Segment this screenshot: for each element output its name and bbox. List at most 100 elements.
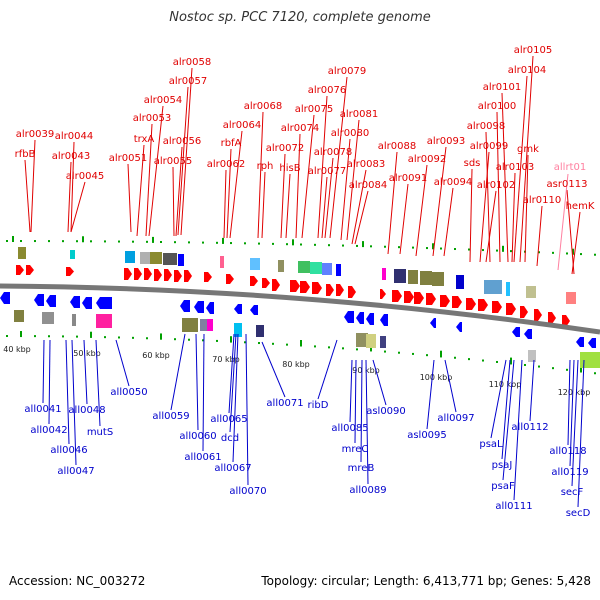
forward-gene-arrow[interactable] bbox=[250, 276, 258, 286]
gene-label-bottom[interactable]: mreC bbox=[342, 444, 369, 455]
gene-label-top[interactable]: hisB bbox=[279, 163, 300, 174]
reverse-gene-arrow[interactable] bbox=[430, 318, 436, 328]
gene-label-bottom[interactable]: all0060 bbox=[179, 431, 216, 442]
forward-gene-arrow[interactable] bbox=[262, 278, 270, 288]
gene-label-bottom[interactable]: all0041 bbox=[24, 404, 61, 415]
gene-label-bottom[interactable]: all0097 bbox=[437, 413, 474, 424]
gene-label-top[interactable]: alr0043 bbox=[52, 151, 90, 162]
gene-label-bottom[interactable]: mreB bbox=[348, 463, 375, 474]
forward-gene-arrow[interactable] bbox=[336, 284, 344, 296]
forward-gene-arrow[interactable] bbox=[520, 306, 528, 318]
forward-gene-arrow[interactable] bbox=[66, 267, 74, 276]
gene-label-top[interactable]: alr0105 bbox=[514, 45, 552, 56]
forward-gene-arrow[interactable] bbox=[404, 291, 414, 303]
gene-label-top[interactable]: alr0098 bbox=[467, 121, 505, 132]
forward-gene-arrow[interactable] bbox=[452, 296, 462, 308]
gene-label-bottom[interactable]: secF bbox=[561, 487, 584, 498]
gene-label-top[interactable]: alr0058 bbox=[173, 57, 211, 68]
gene-label-bottom[interactable]: psaJ bbox=[492, 460, 513, 471]
gene-label-top[interactable]: alr0094 bbox=[434, 177, 472, 188]
gene-label-top[interactable]: alr0078 bbox=[314, 147, 352, 158]
reverse-gene-arrow[interactable] bbox=[206, 302, 214, 314]
forward-gene-arrow[interactable] bbox=[272, 279, 280, 291]
reverse-gene-arrow[interactable] bbox=[344, 311, 354, 323]
reverse-gene-arrow[interactable] bbox=[0, 292, 10, 304]
gene-label-bottom[interactable]: all0118 bbox=[549, 446, 586, 457]
gene-label-top[interactable]: rph bbox=[257, 161, 274, 172]
gene-label-top[interactable]: alr0080 bbox=[331, 128, 369, 139]
forward-gene-arrow[interactable] bbox=[174, 270, 182, 282]
gene-label-top[interactable]: alr0054 bbox=[144, 95, 182, 106]
forward-gene-arrow[interactable] bbox=[466, 298, 476, 310]
gene-label-bottom[interactable]: all0042 bbox=[30, 425, 67, 436]
forward-gene-arrow[interactable] bbox=[26, 265, 34, 275]
gene-label-top[interactable]: alr0088 bbox=[378, 141, 416, 152]
gene-label-top[interactable]: alr0039 bbox=[16, 129, 54, 140]
gene-label-top[interactable]: alr0093 bbox=[427, 136, 465, 147]
forward-gene-arrow[interactable] bbox=[326, 284, 334, 296]
gene-label-top[interactable]: alr0074 bbox=[281, 123, 319, 134]
gene-label-bottom[interactable]: asl0095 bbox=[407, 430, 447, 441]
gene-label-top[interactable]: alr0045 bbox=[66, 171, 104, 182]
gene-label-top[interactable]: alr0068 bbox=[244, 101, 282, 112]
gene-label-top[interactable]: alr0083 bbox=[347, 159, 385, 170]
forward-gene-arrow[interactable] bbox=[184, 270, 192, 282]
gene-label-bottom[interactable]: all0059 bbox=[152, 411, 189, 422]
forward-gene-arrow[interactable] bbox=[392, 290, 402, 302]
gene-label-bottom[interactable]: all0112 bbox=[511, 422, 548, 433]
gene-label-bottom[interactable]: secD bbox=[566, 508, 591, 519]
gene-label-top[interactable]: alr0053 bbox=[133, 113, 171, 124]
gene-label-bottom[interactable]: all0089 bbox=[349, 485, 386, 496]
forward-gene-arrow[interactable] bbox=[134, 268, 142, 280]
forward-gene-arrow[interactable] bbox=[506, 303, 516, 315]
gene-label-top[interactable]: rfbB bbox=[15, 149, 36, 160]
reverse-gene-arrow[interactable] bbox=[380, 314, 388, 326]
reverse-gene-arrow[interactable] bbox=[194, 301, 204, 313]
gene-label-top[interactable]: gmk bbox=[517, 144, 539, 155]
forward-gene-arrow[interactable] bbox=[478, 299, 488, 311]
reverse-gene-arrow[interactable] bbox=[356, 312, 364, 324]
reverse-gene-arrow[interactable] bbox=[588, 338, 596, 348]
gene-label-bottom[interactable]: psaL bbox=[479, 439, 503, 450]
gene-label-bottom[interactable]: all0071 bbox=[266, 398, 303, 409]
forward-gene-arrow[interactable] bbox=[300, 281, 310, 293]
forward-gene-arrow[interactable] bbox=[16, 265, 24, 275]
gene-label-bottom[interactable]: all0065 bbox=[210, 414, 247, 425]
gene-label-top[interactable]: alr0104 bbox=[508, 65, 546, 76]
gene-label-top[interactable]: alr0091 bbox=[389, 173, 427, 184]
reverse-gene-arrow[interactable] bbox=[234, 304, 242, 314]
reverse-gene-arrow[interactable] bbox=[82, 297, 92, 309]
gene-label-bottom[interactable]: mutS bbox=[87, 427, 113, 438]
gene-label-bottom[interactable]: all0111 bbox=[495, 501, 532, 512]
gene-label-bottom[interactable]: dcd bbox=[221, 433, 239, 444]
gene-label-top[interactable]: hemK bbox=[566, 201, 595, 212]
gene-label-bottom[interactable]: all0048 bbox=[68, 405, 105, 416]
gene-label-top[interactable]: alr0072 bbox=[266, 143, 304, 154]
gene-label-rna[interactable]: allrt01 bbox=[554, 162, 586, 173]
forward-gene-arrow[interactable] bbox=[312, 282, 322, 294]
reverse-gene-arrow[interactable] bbox=[576, 337, 584, 347]
reverse-gene-arrow[interactable] bbox=[512, 327, 520, 337]
reverse-gene-arrow[interactable] bbox=[456, 322, 462, 332]
gene-label-top[interactable]: alr0099 bbox=[470, 141, 508, 152]
gene-label-top[interactable]: alr0092 bbox=[408, 154, 446, 165]
gene-label-top[interactable]: alr0101 bbox=[483, 82, 521, 93]
forward-gene-arrow[interactable] bbox=[492, 301, 502, 313]
reverse-gene-arrow[interactable] bbox=[96, 297, 112, 309]
gene-label-top[interactable]: alr0100 bbox=[478, 101, 516, 112]
forward-gene-arrow[interactable] bbox=[534, 309, 542, 321]
forward-gene-arrow[interactable] bbox=[290, 280, 300, 292]
gene-label-top[interactable]: alr0057 bbox=[169, 76, 207, 87]
gene-label-bottom[interactable]: ribD bbox=[308, 400, 329, 411]
gene-label-top[interactable]: alr0044 bbox=[55, 131, 93, 142]
forward-gene-arrow[interactable] bbox=[154, 269, 162, 281]
reverse-gene-arrow[interactable] bbox=[250, 305, 258, 315]
gene-label-top[interactable]: alr0051 bbox=[109, 153, 147, 164]
gene-label-bottom[interactable]: all0085 bbox=[331, 423, 368, 434]
forward-gene-arrow[interactable] bbox=[348, 286, 356, 298]
gene-label-top[interactable]: alr0076 bbox=[308, 85, 346, 96]
gene-label-bottom[interactable]: all0061 bbox=[184, 452, 221, 463]
forward-gene-arrow[interactable] bbox=[562, 315, 570, 327]
gene-label-bottom[interactable]: asl0090 bbox=[366, 406, 406, 417]
gene-label-bottom[interactable]: all0050 bbox=[110, 387, 147, 398]
